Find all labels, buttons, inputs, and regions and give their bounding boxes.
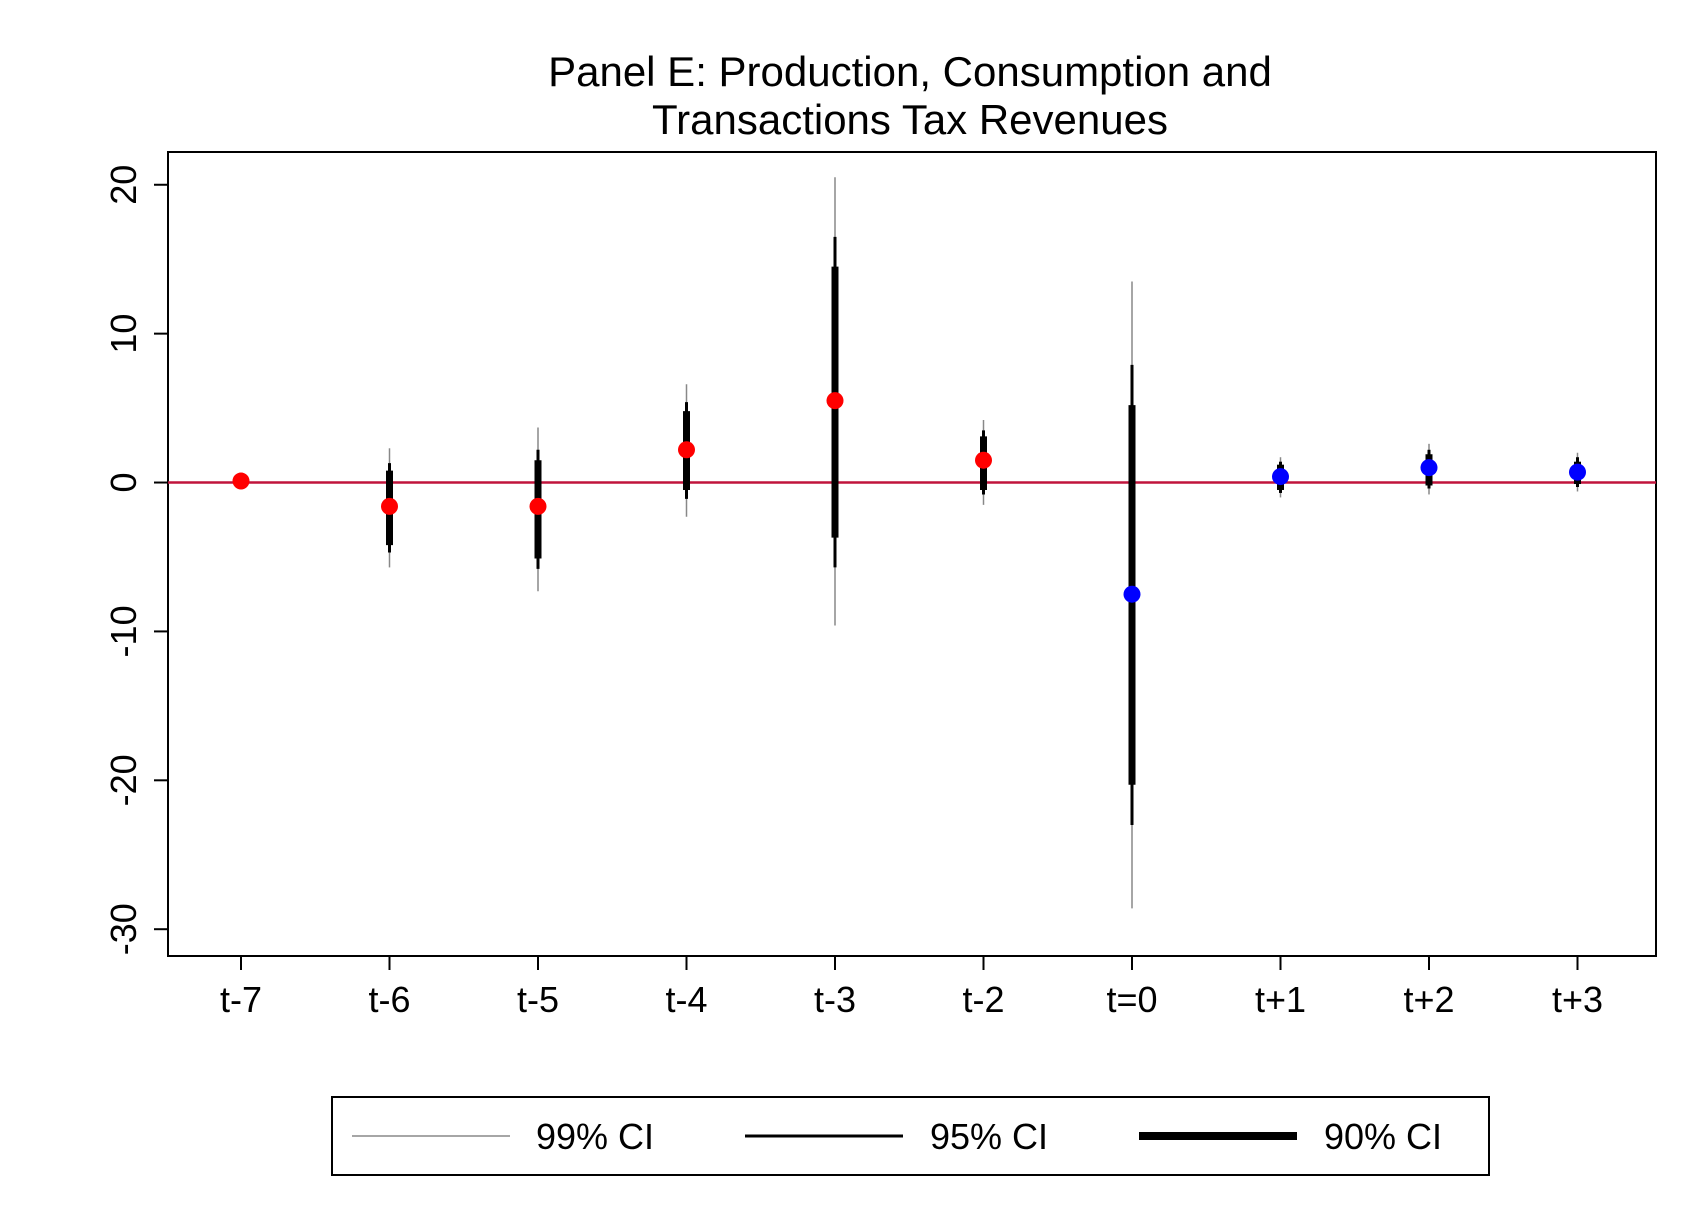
y-tick-label: -30 [103,903,144,955]
x-axis: t-7 t-6 t-5 t-4 t-3 t-2 t=0 t+1 t+2 t+3 [220,956,1603,1020]
chart-title-line-2: Transactions Tax Revenues [652,96,1168,143]
legend-label-90ci: 90% CI [1324,1116,1442,1157]
point-estimates [232,392,1586,603]
y-tick-label: -20 [103,754,144,806]
legend-label-95ci: 95% CI [930,1116,1048,1157]
x-tick-label: t=0 [1106,979,1157,1020]
point-estimate [975,451,992,469]
point-estimate [1272,468,1289,486]
legend-label-99ci: 99% CI [536,1116,654,1157]
legend: 99% CI 95% CI 90% CI [331,1096,1490,1176]
point-estimate [826,392,844,410]
y-tick-label: 10 [103,314,144,354]
point-estimate [1123,585,1141,603]
x-tick-label: t+1 [1255,979,1306,1020]
y-tick-label: 20 [103,165,144,205]
point-estimate [232,472,250,490]
point-estimate [381,497,398,515]
point-estimate [529,497,547,515]
x-tick-label: t-3 [814,979,856,1020]
x-tick-label: t-5 [517,979,559,1020]
plot-frame [167,151,1657,957]
point-estimate [678,441,695,459]
y-tick-label: -10 [103,605,144,657]
point-estimate [1569,463,1586,481]
x-tick-label: t-4 [665,979,707,1020]
x-tick-label: t-6 [368,979,410,1020]
y-axis: 20 10 0 -10 -20 -30 [103,165,168,955]
x-tick-label: t+3 [1552,979,1603,1020]
x-tick-label: t-2 [962,979,1004,1020]
chart-title-line-1: Panel E: Production, Consumption and [548,48,1272,95]
y-tick-label: 0 [103,473,144,493]
confidence-intervals [386,177,1581,909]
chart-title: Panel E: Production, Consumption and Tra… [548,48,1272,143]
x-tick-label: t+2 [1403,979,1454,1020]
point-estimate [1420,459,1438,477]
x-tick-label: t-7 [220,979,262,1020]
